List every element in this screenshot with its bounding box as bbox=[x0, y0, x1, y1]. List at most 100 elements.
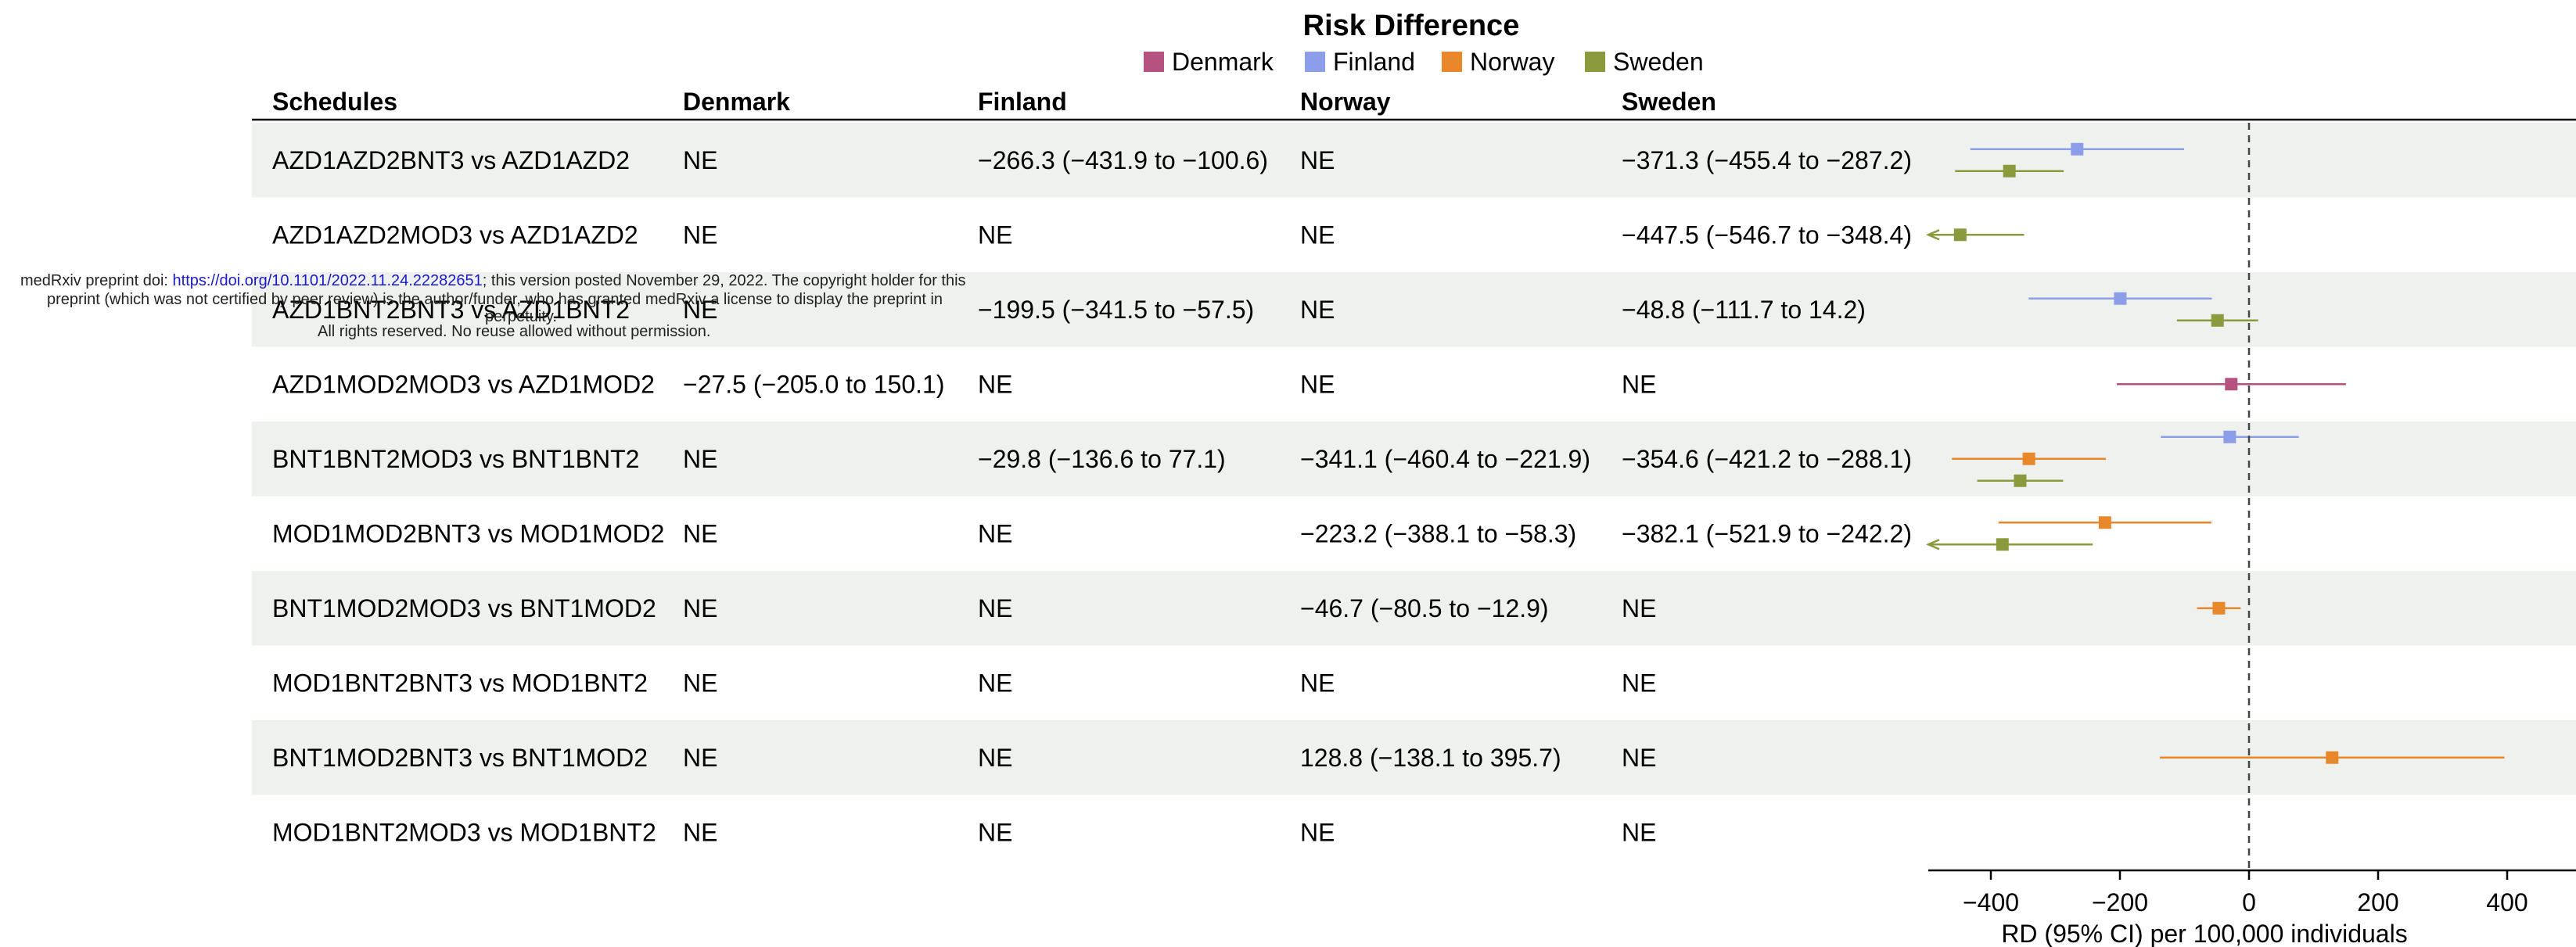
table-cell-finland: NE bbox=[978, 221, 1012, 249]
table-cell-denmark: NE bbox=[683, 818, 717, 846]
table-cell-finland: −199.5 (−341.5 to −57.5) bbox=[978, 296, 1254, 324]
x-tick-label: 400 bbox=[2486, 888, 2527, 917]
preprint-watermark-line4: All rights reserved. No reuse allowed wi… bbox=[318, 323, 711, 340]
table-cell-norway: NE bbox=[1300, 669, 1335, 697]
table-cell-sweden: −371.3 (−455.4 to −287.2) bbox=[1622, 146, 1912, 174]
table-cell-denmark: NE bbox=[683, 519, 717, 547]
row-stripes bbox=[252, 123, 2576, 795]
table-cell-sweden: −48.8 (−111.7 to 14.2) bbox=[1622, 296, 1866, 324]
table-cell-norway: −341.1 (−460.4 to −221.9) bbox=[1300, 445, 1590, 473]
watermark-doi-link[interactable]: https://doi.org/10.1101/2022.11.24.22282… bbox=[172, 272, 483, 289]
table-cell-denmark: NE bbox=[683, 445, 717, 473]
point-estimate-norway bbox=[2212, 601, 2226, 615]
x-tick-label: −400 bbox=[1963, 888, 2019, 917]
table-cells: AZD1AZD2BNT3 vs AZD1AZD2 NE −266.3 (−431.9… bbox=[272, 146, 1912, 847]
legend: Denmark Finland Norway Sweden bbox=[1144, 48, 1704, 76]
row-stripe bbox=[252, 272, 2576, 347]
legend-swatch-denmark bbox=[1144, 52, 1164, 72]
legend-label-finland: Finland bbox=[1333, 48, 1415, 76]
point-estimate-sweden bbox=[2014, 474, 2027, 487]
table-cell-norway: −46.7 (−80.5 to −12.9) bbox=[1300, 594, 1549, 622]
table-cell-norway: NE bbox=[1300, 296, 1335, 324]
column-header-schedules: Schedules bbox=[272, 88, 397, 116]
point-estimate-finland bbox=[2223, 430, 2236, 443]
legend-swatch-norway bbox=[1442, 52, 1462, 72]
point-estimate-norway bbox=[2022, 452, 2035, 465]
x-tick-label: −200 bbox=[2092, 888, 2148, 917]
table-cell-schedules: AZD1BNT2BNT3 vs AZD1BNT2 bbox=[272, 296, 630, 324]
point-estimate-sweden bbox=[2003, 164, 2016, 178]
table-cell-norway: NE bbox=[1300, 146, 1335, 174]
x-axis-label: RD (95% CI) per 100,000 individuals bbox=[2001, 920, 2407, 947]
table-cell-schedules: MOD1MOD2BNT3 vs MOD1MOD2 bbox=[272, 519, 664, 547]
table-cell-denmark: NE bbox=[683, 146, 717, 174]
table-cell-finland: NE bbox=[978, 519, 1012, 547]
column-header-sweden: Sweden bbox=[1622, 88, 1716, 116]
row-stripe bbox=[252, 571, 2576, 646]
preprint-watermark-line3: perpetuity. bbox=[485, 308, 557, 325]
table-cell-sweden: NE bbox=[1622, 594, 1656, 622]
legend-swatch-sweden bbox=[1585, 52, 1605, 72]
table-cell-denmark: NE bbox=[683, 744, 717, 772]
row-stripe bbox=[252, 421, 2576, 497]
table-cell-norway: NE bbox=[1300, 221, 1335, 249]
point-estimate-finland bbox=[2114, 292, 2127, 305]
table-cell-norway: NE bbox=[1300, 818, 1335, 846]
table-cell-sweden: −447.5 (−546.7 to −348.4) bbox=[1622, 221, 1912, 249]
point-estimate-denmark bbox=[2225, 378, 2238, 391]
table-cell-finland: −29.8 (−136.6 to 77.1) bbox=[978, 445, 1226, 473]
table-cell-denmark: NE bbox=[683, 669, 717, 697]
forest-marks bbox=[1925, 123, 2505, 870]
legend-swatch-finland bbox=[1305, 52, 1325, 72]
table-cell-schedules: AZD1MOD2MOD3 vs AZD1MOD2 bbox=[272, 370, 655, 398]
table-cell-schedules: MOD1BNT2MOD3 vs MOD1BNT2 bbox=[272, 818, 656, 846]
x-tick-label: 200 bbox=[2357, 888, 2398, 917]
point-estimate-norway bbox=[2326, 751, 2339, 764]
table-cell-norway: 128.8 (−138.1 to 395.7) bbox=[1300, 744, 1561, 772]
point-estimate-norway bbox=[2098, 516, 2111, 529]
table-cell-norway: NE bbox=[1300, 370, 1335, 398]
point-estimate-sweden bbox=[1953, 228, 1967, 242]
table-cell-sweden: −354.6 (−421.2 to −288.1) bbox=[1622, 445, 1912, 473]
legend-label-denmark: Denmark bbox=[1172, 48, 1274, 76]
table-cell-sweden: NE bbox=[1622, 370, 1656, 398]
column-header-finland: Finland bbox=[978, 88, 1067, 116]
table-cell-schedules: BNT1MOD2BNT3 vs BNT1MOD2 bbox=[272, 744, 648, 772]
legend-label-norway: Norway bbox=[1470, 48, 1554, 76]
table-cell-finland: NE bbox=[978, 594, 1012, 622]
table-cell-sweden: NE bbox=[1622, 818, 1656, 846]
row-stripe bbox=[252, 123, 2576, 198]
point-estimate-sweden bbox=[2211, 314, 2224, 327]
table-cell-finland: NE bbox=[978, 370, 1012, 398]
point-estimate-finland bbox=[2071, 142, 2084, 156]
table-cell-schedules: BNT1MOD2MOD3 vs BNT1MOD2 bbox=[272, 594, 656, 622]
table-cell-sweden: −382.1 (−521.9 to −242.2) bbox=[1622, 519, 1912, 547]
table-cell-schedules: BNT1BNT2MOD3 vs BNT1BNT2 bbox=[272, 445, 639, 473]
table-cell-finland: NE bbox=[978, 744, 1012, 772]
column-headers: Schedules Denmark Finland Norway Sweden bbox=[272, 88, 1716, 116]
table-cell-finland: −266.3 (−431.9 to −100.6) bbox=[978, 146, 1268, 174]
table-cell-schedules: AZD1AZD2MOD3 vs AZD1AZD2 bbox=[272, 221, 638, 249]
watermark-prefix: medRxiv preprint doi: bbox=[20, 272, 173, 289]
legend-label-sweden: Sweden bbox=[1613, 48, 1704, 76]
ci-arrow-sweden bbox=[1925, 229, 1940, 241]
table-cell-denmark: NE bbox=[683, 221, 717, 249]
table-cell-denmark: −27.5 (−205.0 to 150.1) bbox=[683, 370, 944, 398]
table-cell-denmark: NE bbox=[683, 594, 717, 622]
preprint-watermark-line2: preprint (which was not certified by pee… bbox=[47, 291, 943, 308]
column-header-denmark: Denmark bbox=[683, 88, 790, 116]
table-cell-sweden: NE bbox=[1622, 744, 1656, 772]
column-header-norway: Norway bbox=[1300, 88, 1391, 116]
preprint-watermark-line1: medRxiv preprint doi: https://doi.org/10… bbox=[20, 272, 966, 290]
table-cell-sweden: NE bbox=[1622, 669, 1656, 697]
ci-arrow-sweden bbox=[1925, 539, 1940, 551]
table-cell-denmark: NE bbox=[683, 296, 717, 324]
table-cell-finland: NE bbox=[978, 669, 1012, 697]
point-estimate-sweden bbox=[1996, 538, 2009, 551]
table-cell-schedules: AZD1AZD2BNT3 vs AZD1AZD2 bbox=[272, 146, 630, 174]
x-axis: −400 −200 0 200 400 bbox=[1928, 869, 2576, 917]
table-cell-schedules: MOD1BNT2BNT3 vs MOD1BNT2 bbox=[272, 669, 648, 697]
chart-title: Risk Difference bbox=[1303, 9, 1520, 42]
table-cell-finland: NE bbox=[978, 818, 1012, 846]
